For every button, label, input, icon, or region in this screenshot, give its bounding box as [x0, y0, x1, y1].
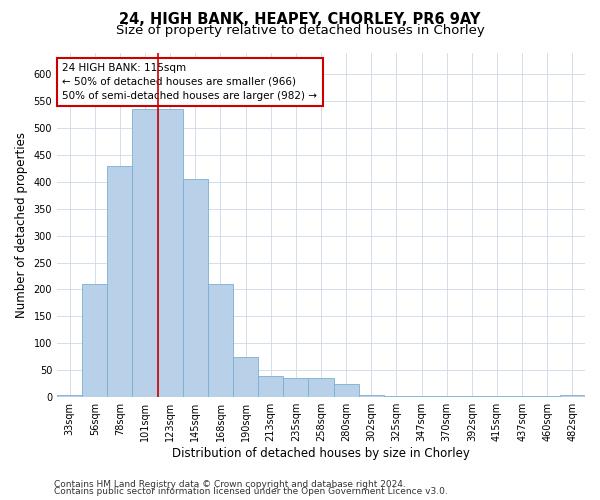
Bar	[82, 284, 107, 397]
Bar	[233, 357, 258, 397]
Bar	[283, 378, 308, 397]
Text: Contains HM Land Registry data © Crown copyright and database right 2024.: Contains HM Land Registry data © Crown c…	[54, 480, 406, 489]
Bar	[459, 396, 484, 397]
Bar	[509, 396, 535, 397]
Bar	[208, 284, 233, 397]
Text: Size of property relative to detached houses in Chorley: Size of property relative to detached ho…	[116, 24, 484, 37]
Bar	[484, 396, 509, 397]
Y-axis label: Number of detached properties: Number of detached properties	[15, 132, 28, 318]
Text: Contains public sector information licensed under the Open Government Licence v3: Contains public sector information licen…	[54, 487, 448, 496]
Bar	[359, 394, 384, 397]
Bar	[308, 378, 334, 397]
Bar	[434, 396, 459, 397]
Bar	[258, 376, 283, 397]
Bar	[158, 109, 183, 397]
Text: 24, HIGH BANK, HEAPEY, CHORLEY, PR6 9AY: 24, HIGH BANK, HEAPEY, CHORLEY, PR6 9AY	[119, 12, 481, 26]
Bar	[107, 166, 133, 397]
Bar	[334, 384, 359, 397]
Bar	[409, 396, 434, 397]
Bar	[560, 394, 585, 397]
Bar	[57, 394, 82, 397]
Bar	[384, 396, 409, 397]
Bar	[133, 109, 158, 397]
X-axis label: Distribution of detached houses by size in Chorley: Distribution of detached houses by size …	[172, 447, 470, 460]
Bar	[183, 179, 208, 397]
Text: 24 HIGH BANK: 115sqm
← 50% of detached houses are smaller (966)
50% of semi-deta: 24 HIGH BANK: 115sqm ← 50% of detached h…	[62, 63, 317, 101]
Bar	[535, 396, 560, 397]
